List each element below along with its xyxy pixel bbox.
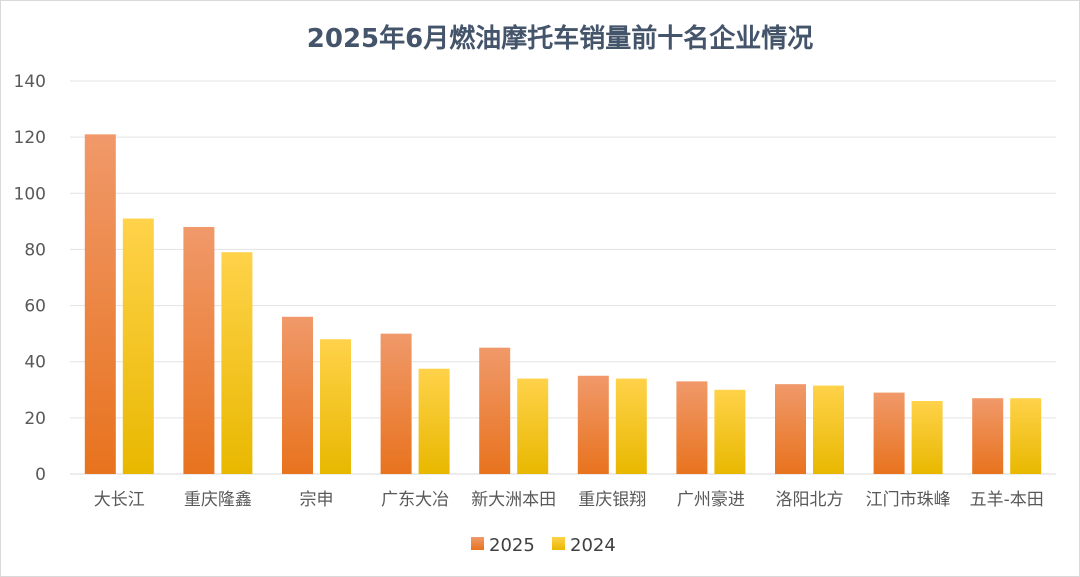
category-label: 大长江	[94, 490, 145, 510]
bars	[84, 134, 1042, 475]
chart-title: 2025年6月燃油摩托车销量前十名企业情况	[307, 23, 813, 54]
bar-2025	[84, 134, 116, 475]
legend: 2025 2024	[471, 535, 616, 556]
y-tick-label: 100	[14, 184, 46, 204]
bar-2025	[676, 381, 708, 474]
bar-2025	[577, 375, 609, 474]
y-tick-label: 60	[24, 297, 46, 317]
bar-2025	[972, 398, 1004, 474]
category-label: 重庆银翔	[578, 490, 646, 510]
category-label: 广州豪进	[677, 489, 745, 510]
bar-2024	[320, 339, 351, 474]
legend-swatch-2024	[552, 537, 565, 550]
bar-2024	[911, 401, 943, 474]
bar-2024	[813, 385, 844, 474]
bar-2025	[873, 392, 905, 474]
y-axis-ticks: 0 20 40 60 80 100 120 140	[14, 72, 46, 485]
category-label: 新大洲本田	[471, 490, 556, 510]
category-label: 江门市珠峰	[866, 490, 951, 510]
bar-2025	[775, 384, 806, 474]
legend-label-2024: 2024	[570, 535, 616, 556]
y-tick-label: 20	[24, 409, 46, 429]
bar-2024	[517, 378, 549, 474]
legend-label-2025: 2025	[489, 535, 535, 556]
category-label: 洛阳北方	[776, 490, 844, 510]
y-tick-label: 0	[35, 465, 46, 485]
category-label: 宗申	[300, 490, 334, 510]
bar-2024	[418, 368, 450, 474]
y-tick-label: 40	[24, 353, 46, 373]
gridlines	[70, 80, 1056, 475]
bar-2025	[282, 316, 313, 474]
bar-2025	[183, 226, 215, 474]
bar-2025	[380, 333, 412, 474]
y-tick-label: 80	[24, 240, 46, 260]
category-label: 重庆隆鑫	[184, 490, 252, 510]
category-label: 五羊-本田	[970, 490, 1044, 510]
bar-2024	[221, 252, 253, 474]
category-label: 广东大冶	[381, 490, 449, 510]
bar-2025	[479, 347, 511, 474]
bar-2024	[1010, 398, 1042, 474]
bar-2024	[122, 218, 154, 474]
legend-swatch-2025	[471, 537, 484, 550]
y-tick-label: 140	[14, 72, 46, 92]
x-axis-categories: 大长江 重庆隆鑫 宗申 广东大冶 新大洲本田 重庆银翔 广州豪进 洛阳北方 江门市珠峰 五羊-本田	[94, 489, 1044, 510]
bar-2024	[615, 378, 647, 474]
bar-2024	[714, 389, 746, 474]
y-tick-label: 120	[14, 128, 46, 148]
